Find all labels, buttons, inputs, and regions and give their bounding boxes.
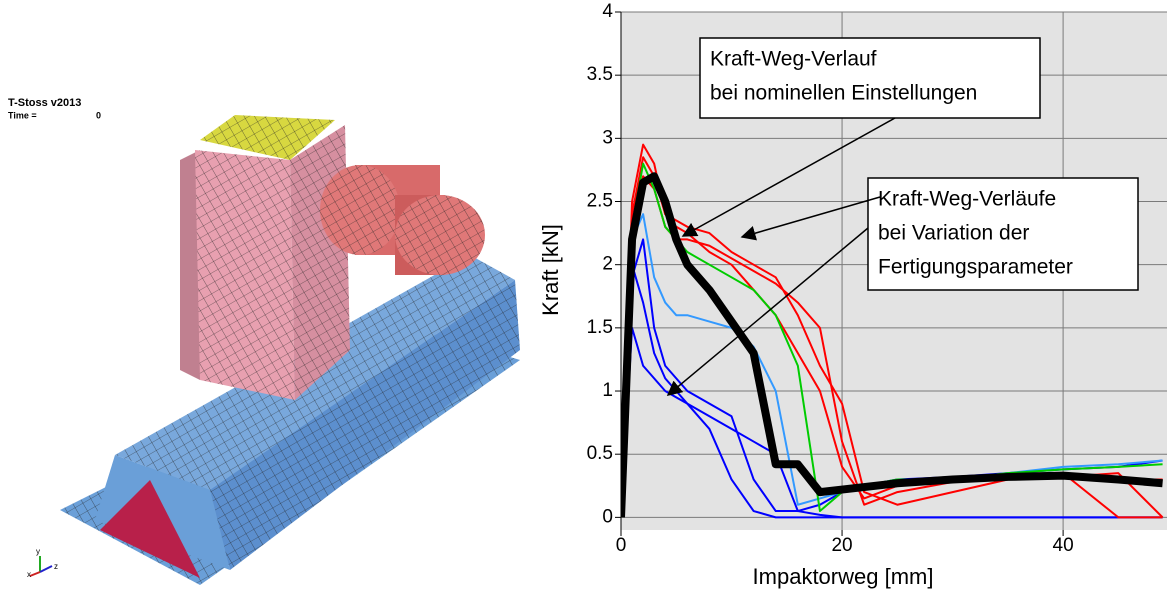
triad-label: z: [54, 562, 58, 571]
figure: T-Stoss v2013 Time = 0 x y z 0 0.5 1 1.5 2 2.…: [0, 0, 1167, 591]
y-tick-label: 4: [602, 1, 613, 22]
y-tick-label: 2.5: [587, 191, 613, 212]
model-title: T-Stoss v2013: [8, 97, 81, 109]
y-tick-label: 0: [602, 506, 613, 527]
x-tick-label: 20: [831, 535, 852, 556]
time-value: 0: [96, 110, 101, 120]
annotation-text: bei Variation der: [878, 222, 1029, 245]
annotation-text: bei nominellen Einstellungen: [710, 82, 977, 105]
triad-label: y: [36, 547, 40, 556]
y-tick-label: 1.5: [587, 317, 613, 338]
time-label: Time =: [8, 110, 37, 120]
fem-model: [30, 115, 520, 585]
y-tick-label: 3: [602, 127, 613, 148]
annotation-text: Kraft-Weg-Verlauf: [710, 48, 877, 71]
triad-label: x: [27, 570, 31, 579]
y-tick-label: 3.5: [587, 64, 613, 85]
y-axis-label: Kraft [kN]: [538, 224, 563, 316]
x-tick-label: 0: [616, 535, 627, 556]
y-tick-label: 2: [602, 254, 613, 275]
x-axis-label: Impaktorweg [mm]: [753, 564, 934, 589]
y-tick-label: 0.5: [587, 443, 613, 464]
annotation-text: Kraft-Weg-Verläufe: [878, 188, 1056, 211]
page: T-Stoss v2013 Time = 0 x y z 0 0.5 1 1.5 2 2.…: [0, 0, 1167, 591]
annotation-text: Fertigungsparameter: [878, 256, 1073, 279]
x-tick-label: 40: [1053, 535, 1074, 556]
y-tick-label: 1: [602, 380, 613, 401]
